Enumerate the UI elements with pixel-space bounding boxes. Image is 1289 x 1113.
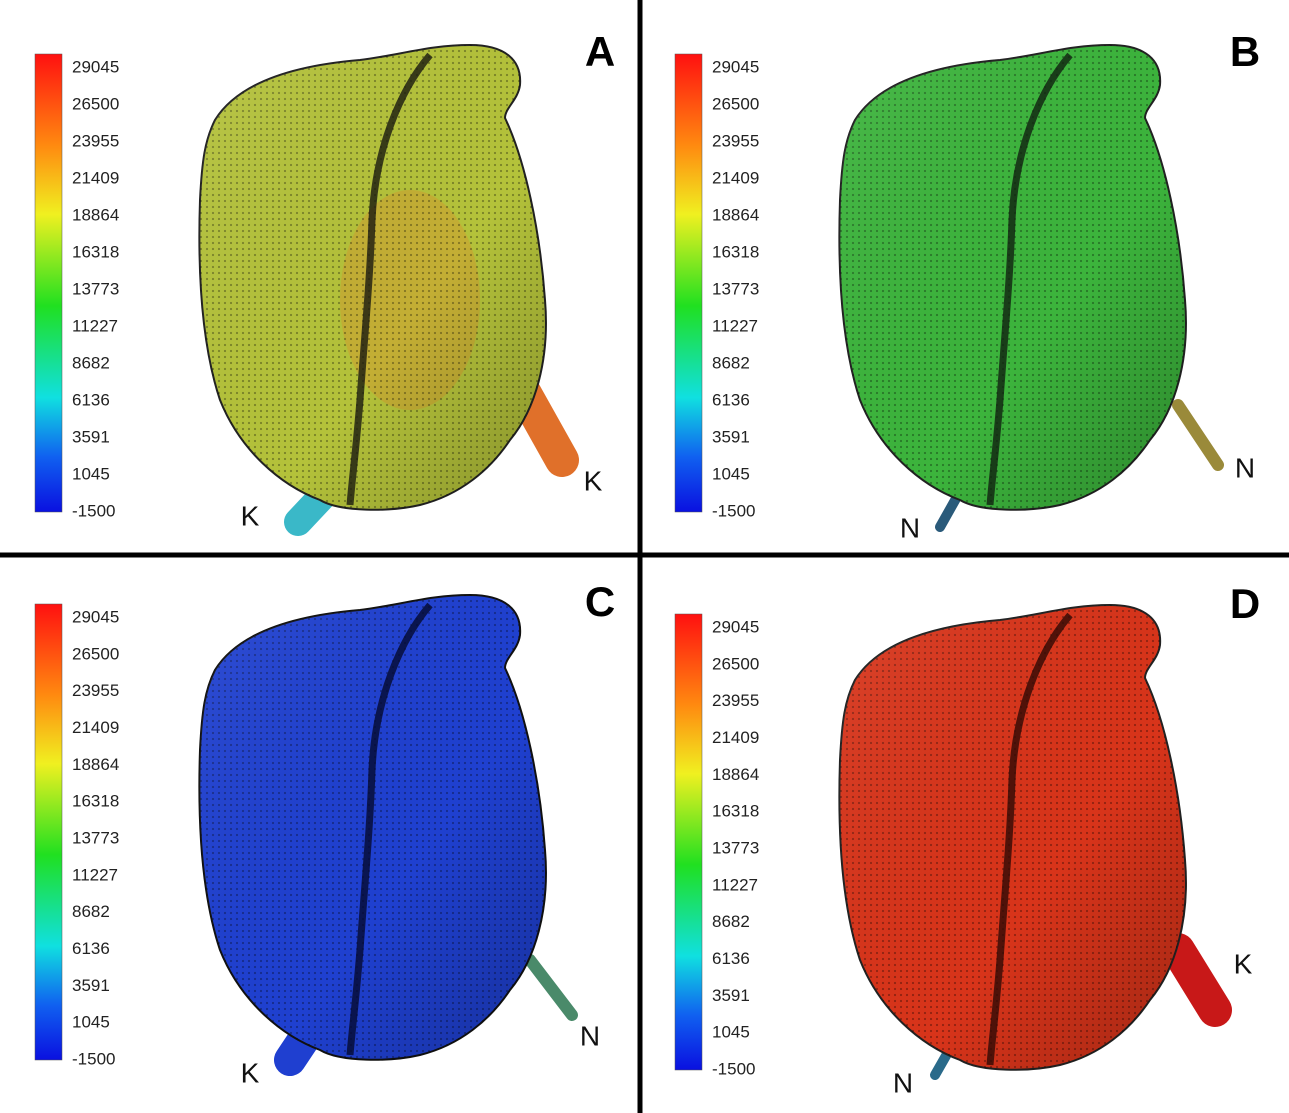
colorbar xyxy=(675,614,702,1070)
colorbar-tick-label: 23955 xyxy=(712,131,759,150)
colorbar-tick-label: 21409 xyxy=(712,728,759,747)
shade xyxy=(199,45,546,510)
panel-b xyxy=(839,45,1218,527)
colorbar-tick-label: 23955 xyxy=(72,131,119,150)
colorbar-tick-label: 29045 xyxy=(72,57,119,76)
panel-c xyxy=(199,595,572,1060)
colorbar-tick-label: 18864 xyxy=(72,755,119,774)
colorbar-tick-label: 29045 xyxy=(72,607,119,626)
colorbar-tick-label: 8682 xyxy=(72,353,110,372)
pipe xyxy=(940,495,958,527)
colorbar xyxy=(675,54,702,512)
pipe-label: K xyxy=(241,500,260,531)
pipe-label: K xyxy=(1234,948,1253,979)
colorbar-tick-label: 21409 xyxy=(72,718,119,737)
colorbar-tick-label: 21409 xyxy=(72,168,119,187)
pipe-label: K xyxy=(241,1057,260,1088)
panel-letter: B xyxy=(1230,28,1260,75)
colorbar-tick-label: 23955 xyxy=(712,691,759,710)
shade xyxy=(839,605,1186,1070)
colorbar-tick-label: 26500 xyxy=(72,644,119,663)
colorbar-tick-label: 3591 xyxy=(72,976,110,995)
colorbar-tick-label: 11227 xyxy=(712,316,758,335)
colorbar-tick-label: -1500 xyxy=(712,1059,755,1078)
panel-d xyxy=(839,605,1215,1075)
pipe-label: N xyxy=(893,1067,913,1098)
colorbar-tick-label: 11227 xyxy=(712,875,758,894)
colorbar-tick-label: 1045 xyxy=(72,1013,110,1032)
pipe-label: K xyxy=(584,465,603,496)
colorbar-tick-label: 6136 xyxy=(72,390,110,409)
colorbar-tick-label: 16318 xyxy=(712,242,759,261)
colorbar-tick-label: 3591 xyxy=(712,427,750,446)
panel-letter: C xyxy=(585,578,615,625)
colorbar xyxy=(35,54,62,512)
panel-letter: D xyxy=(1230,580,1260,627)
colorbar-tick-label: 1045 xyxy=(712,464,750,483)
pipe xyxy=(1178,405,1218,465)
colorbar-tick-label: 8682 xyxy=(72,902,110,921)
colorbar-tick-label: 26500 xyxy=(712,654,759,673)
colorbar-tick-label: 21409 xyxy=(712,168,759,187)
colorbar-tick-label: 13773 xyxy=(712,838,759,857)
colorbar-tick-label: 13773 xyxy=(72,279,119,298)
colorbar-tick-label: -1500 xyxy=(72,501,115,520)
colorbar-tick-label: 3591 xyxy=(72,427,110,446)
colorbar-tick-label: 3591 xyxy=(712,986,750,1005)
colorbar-tick-label: 29045 xyxy=(712,57,759,76)
colorbar-tick-label: 6136 xyxy=(72,939,110,958)
pipe-label: N xyxy=(580,1020,600,1051)
colorbar-tick-label: -1500 xyxy=(72,1049,115,1068)
colorbar-tick-label: 16318 xyxy=(72,242,119,261)
colorbar-tick-label: 23955 xyxy=(72,681,119,700)
colorbar-tick-label: -1500 xyxy=(712,501,755,520)
colorbar xyxy=(35,604,62,1060)
panel-a xyxy=(199,45,562,522)
colorbar-tick-label: 6136 xyxy=(712,390,750,409)
colorbar-tick-label: 13773 xyxy=(72,828,119,847)
colorbar-tick-label: 8682 xyxy=(712,353,750,372)
colorbar-tick-label: 26500 xyxy=(712,94,759,113)
pipe xyxy=(1178,950,1215,1010)
pipe-label: N xyxy=(1235,452,1255,483)
colorbar-tick-label: 13773 xyxy=(712,279,759,298)
colorbar-tick-label: 1045 xyxy=(72,464,110,483)
colorbar-tick-label: 26500 xyxy=(72,94,119,113)
panel-letter: A xyxy=(585,28,615,75)
colorbar-tick-label: 29045 xyxy=(712,617,759,636)
colorbar-tick-label: 1045 xyxy=(712,1023,750,1042)
shade xyxy=(839,45,1186,510)
pipe-label: N xyxy=(900,512,920,543)
colorbar-tick-label: 11227 xyxy=(72,865,118,884)
colorbar-tick-label: 6136 xyxy=(712,949,750,968)
colorbar-tick-label: 18864 xyxy=(72,205,119,224)
colorbar-tick-label: 11227 xyxy=(72,316,118,335)
colorbar-tick-label: 8682 xyxy=(712,912,750,931)
shade xyxy=(199,595,546,1060)
colorbar-tick-label: 18864 xyxy=(712,765,759,784)
figure: 29045 26500 23955 21409 18864 16318 13773 11227… xyxy=(0,0,1289,1113)
pipe xyxy=(530,960,572,1015)
colorbar-tick-label: 18864 xyxy=(712,205,759,224)
colorbar-tick-label: 16318 xyxy=(712,802,759,821)
colorbar-tick-label: 16318 xyxy=(72,792,119,811)
